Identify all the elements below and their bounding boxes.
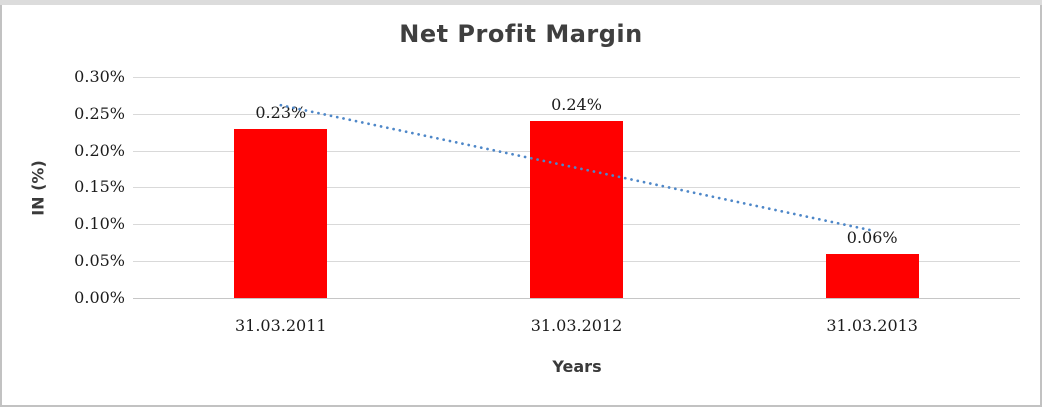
x-axis-title: Years	[552, 357, 602, 376]
bar-31.03.2013	[825, 253, 919, 298]
bar-31.03.2012	[530, 121, 623, 298]
gridline-0.00%	[133, 298, 1020, 299]
y-tick-label: 0.25%	[74, 104, 125, 123]
y-tick-label: 0.00%	[74, 288, 125, 307]
y-tick-label: 0.10%	[74, 214, 125, 233]
gridline-0.30%	[133, 77, 1020, 78]
data-label: 0.24%	[551, 95, 602, 115]
frame-top-strip	[0, 0, 1042, 5]
y-axis-title: IN (%)	[28, 160, 48, 216]
chart-title: Net Profit Margin	[399, 20, 643, 48]
category-label: 31.03.2012	[530, 316, 623, 335]
category-label: 31.03.2013	[826, 316, 918, 335]
category-label: 31.03.2011	[234, 316, 327, 335]
y-tick-label: 0.20%	[74, 141, 125, 160]
data-label: 0.06%	[846, 227, 898, 247]
y-tick-label: 0.30%	[74, 67, 125, 86]
data-label: 0.23%	[255, 102, 307, 122]
bar-31.03.2011	[234, 128, 328, 298]
y-tick-label: 0.05%	[74, 251, 125, 270]
y-tick-label: 0.15%	[74, 177, 125, 196]
